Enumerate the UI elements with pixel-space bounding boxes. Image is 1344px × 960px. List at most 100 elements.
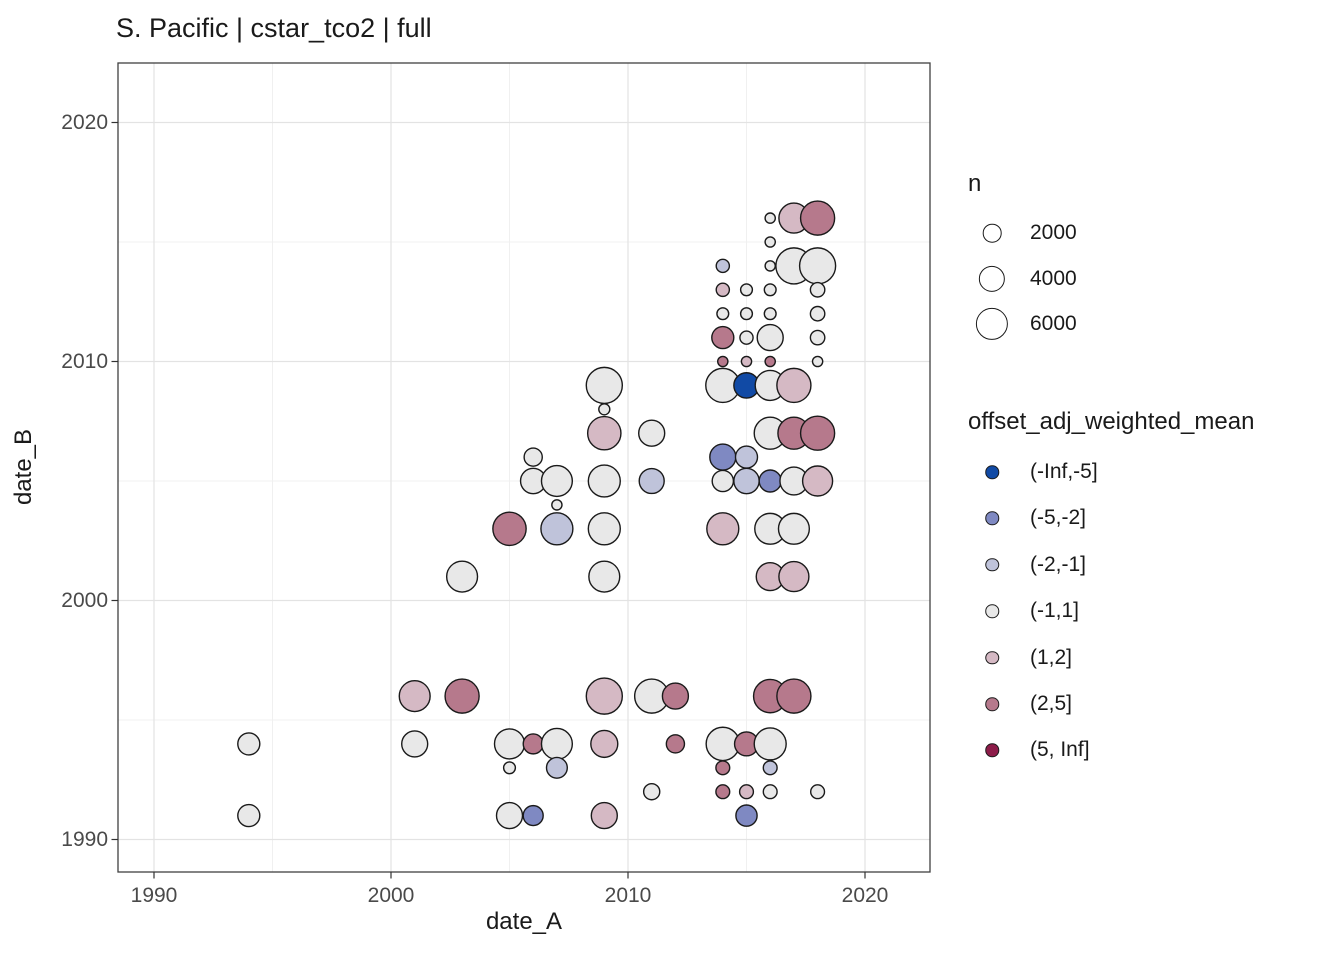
y-tick-label: 2010 [61, 349, 108, 373]
y-tick-label: 1990 [61, 827, 108, 851]
data-point [758, 469, 782, 493]
data-point [237, 732, 261, 756]
color-legend-key-dot [985, 743, 999, 758]
data-point [716, 307, 730, 321]
data-point [642, 782, 661, 801]
data-point [799, 200, 836, 236]
data-point [493, 728, 526, 760]
data-point [715, 282, 731, 298]
color-legend-label: (2,5] [1030, 692, 1073, 715]
color-legend-key-dot [985, 465, 999, 479]
color-legend-label: (-5,-2] [1030, 506, 1087, 530]
data-point [590, 801, 618, 830]
data-point [776, 367, 812, 404]
size-legend-key-circle [982, 223, 1002, 243]
data-point [545, 756, 568, 779]
data-point [740, 355, 753, 368]
data-point [715, 784, 731, 800]
data-point [638, 467, 665, 495]
x-axis-title: date_A [485, 908, 563, 935]
data-point [733, 467, 760, 495]
data-point [587, 464, 621, 498]
data-point [709, 443, 737, 471]
data-point [809, 329, 826, 346]
data-point [711, 325, 735, 350]
data-point [585, 677, 624, 715]
data-point [590, 729, 619, 759]
data-point [739, 330, 754, 345]
x-tick-label: 2010 [604, 884, 652, 907]
data-point [588, 560, 621, 593]
data-point [738, 784, 755, 800]
color-legend-label: (-2,-1] [1030, 552, 1087, 576]
data-point [638, 419, 666, 447]
data-point [522, 804, 544, 827]
y-tick-label: 2000 [61, 588, 108, 612]
color-legend-label: (1,2] [1030, 645, 1073, 669]
data-point [762, 760, 778, 776]
color-legend-key-dot [985, 697, 999, 711]
data-point [764, 260, 776, 272]
data-point [540, 464, 574, 498]
data-point [764, 355, 776, 368]
color-legend-key-dot [985, 558, 999, 572]
plot-title: S. Pacific | cstar_tco2 | full [116, 13, 432, 43]
data-point [764, 212, 776, 224]
data-point [777, 512, 811, 545]
y-axis-title: date_B [10, 428, 37, 506]
color-legend-label: (5, Inf] [1030, 738, 1090, 762]
data-point [735, 804, 758, 827]
data-point [401, 730, 429, 758]
data-point [522, 733, 544, 755]
data-point [444, 678, 480, 714]
data-point [585, 366, 624, 405]
size-legend-key-circle [975, 307, 1009, 341]
size-legend-key-circle [978, 265, 1006, 292]
x-tick-label: 2000 [367, 884, 415, 907]
color-legend-key-dot [985, 650, 999, 665]
color-legend-title: offset_adj_weighted_mean [968, 408, 1255, 435]
data-point [809, 305, 826, 322]
data-point [665, 734, 686, 754]
data-point [756, 323, 784, 352]
data-point [598, 403, 611, 416]
data-point [237, 803, 261, 828]
data-point [799, 415, 836, 451]
data-point [739, 307, 754, 321]
size-legend-title: n [968, 170, 982, 197]
size-legend-label: 4000 [1030, 266, 1077, 290]
data-point [798, 247, 837, 285]
data-point [734, 445, 759, 469]
data-point [445, 560, 479, 593]
data-point [763, 283, 777, 297]
data-point [764, 236, 776, 248]
data-point [586, 415, 622, 451]
data-point [801, 465, 834, 497]
data-point [523, 447, 543, 467]
data-point [763, 307, 777, 321]
data-point [711, 469, 735, 493]
data-point [717, 355, 729, 368]
color-legend-label: (-1,1] [1030, 599, 1080, 623]
x-tick-label: 1990 [130, 884, 178, 907]
size-legend-label: 6000 [1030, 312, 1077, 335]
data-point [739, 283, 754, 297]
data-point [551, 499, 563, 511]
data-point [811, 355, 824, 368]
data-point [776, 678, 812, 714]
data-point [762, 784, 778, 800]
data-point [706, 512, 740, 546]
color-legend-key-dot [985, 604, 999, 618]
data-point [715, 760, 731, 776]
x-tick-label: 2020 [841, 884, 889, 907]
data-point [715, 258, 731, 274]
data-point [587, 512, 621, 546]
data-point [778, 560, 810, 593]
data-point [661, 682, 690, 710]
color-legend-label: (-Inf,-5] [1030, 460, 1098, 483]
data-point [753, 727, 787, 761]
color-legend-key-dot [985, 511, 999, 526]
data-point [398, 679, 431, 713]
